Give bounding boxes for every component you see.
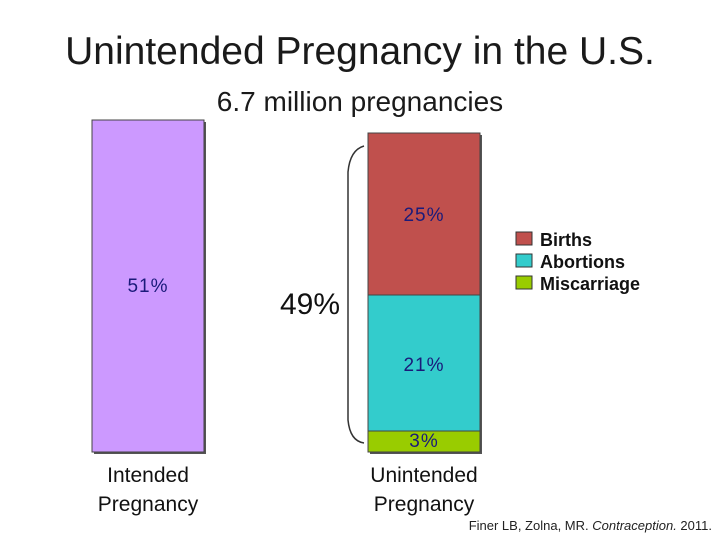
legend-label-births: Births xyxy=(540,230,592,250)
bracket-label: 49% xyxy=(280,288,340,321)
chart-title: Unintended Pregnancy in the U.S. xyxy=(65,30,655,73)
data-label-miscarriage: 3% xyxy=(409,431,438,452)
legend: Births Abortions Miscarriage xyxy=(515,230,640,294)
citation-authors: Finer LB, Zolna, MR. xyxy=(468,518,593,533)
data-label-births: 25% xyxy=(403,205,444,226)
citation: Finer LB, Zolna, MR. Contraception. 2011… xyxy=(469,518,712,533)
category-label-intended-line2: Pregnancy xyxy=(98,493,199,516)
legend-swatch-births xyxy=(515,231,533,246)
legend-label-miscarriage: Miscarriage xyxy=(540,274,640,294)
data-label-intended: 51% xyxy=(127,276,168,297)
bracket xyxy=(347,145,365,444)
data-label-abortions: 21% xyxy=(403,355,444,376)
bar-segment-abortions xyxy=(367,294,481,432)
category-label-unintended-line2: Pregnancy xyxy=(374,493,475,516)
citation-year: 2011. xyxy=(676,518,712,533)
category-label-unintended-line1: Unintended xyxy=(370,464,477,487)
bar-intended xyxy=(91,119,205,453)
bar-segment-miscarriage xyxy=(367,430,481,453)
chart-subtitle: 6.7 million pregnancies xyxy=(216,86,504,117)
legend-swatch-abortions xyxy=(515,253,533,268)
legend-label-abortions: Abortions xyxy=(540,252,625,272)
bar-segment-births xyxy=(367,132,481,296)
category-label-intended-line1: Intended xyxy=(107,464,189,487)
legend-swatch-miscarriage xyxy=(515,275,533,290)
citation-journal: Contraception. xyxy=(592,518,677,533)
